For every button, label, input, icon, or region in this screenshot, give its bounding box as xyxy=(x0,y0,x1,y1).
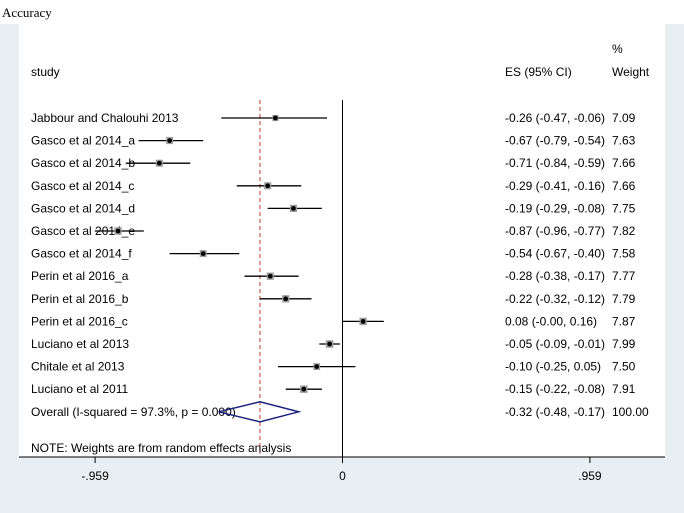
weight-value: 7.66 xyxy=(612,179,636,193)
study-row: Chitale et al 2013 -0.10 (-0.25, 0.05) 7.5… xyxy=(31,360,636,374)
x-tick-label: .959 xyxy=(578,469,602,483)
weight-value: 7.77 xyxy=(612,269,636,283)
study-label: Gasco et al 2014_a xyxy=(31,134,135,148)
es-ci-value: -0.22 (-0.32, -0.12) xyxy=(505,292,605,306)
es-ci-value: -0.26 (-0.47, -0.06) xyxy=(505,111,605,125)
weight-value: 7.99 xyxy=(612,337,636,351)
point-estimate xyxy=(200,251,206,256)
study-label: Perin et al 2016_b xyxy=(31,292,129,306)
header-study: study xyxy=(31,65,60,79)
study-row: Gasco et al 2014_e -0.87 (-0.96, -0.77) 7.… xyxy=(31,224,636,238)
point-estimate xyxy=(360,319,366,324)
point-estimate xyxy=(273,115,278,121)
es-ci-value: 0.08 (-0.00, 0.16) xyxy=(505,314,597,328)
study-row: Gasco et al 2014_d -0.19 (-0.29, -0.08) 7.… xyxy=(31,201,636,215)
study-row: Gasco et al 2014_a -0.67 (-0.79, -0.54) 7.… xyxy=(31,134,636,148)
study-label: Gasco et al 2014_c xyxy=(31,179,134,193)
study-row: Perin et al 2016_a -0.28 (-0.38, -0.17) 7.… xyxy=(31,269,636,283)
study-label: Gasco et al 2014_f xyxy=(31,247,132,261)
es-ci-value: -0.15 (-0.22, -0.08) xyxy=(505,382,605,396)
es-ci-value: -0.71 (-0.84, -0.59) xyxy=(505,156,605,170)
overall-label: Overall (I-squared = 97.3%, p = 0.000) xyxy=(31,405,236,419)
study-label: Luciano et al 2013 xyxy=(31,337,129,351)
es-ci-value: -0.29 (-0.41, -0.16) xyxy=(505,179,605,193)
study-label: Gasco et al 2014_b xyxy=(31,156,135,170)
header-es-ci: ES (95% CI) xyxy=(505,65,572,79)
study-row: Luciano et al 2011 -0.15 (-0.22, -0.08) 7.… xyxy=(31,382,636,396)
study-label: Jabbour and Chalouhi 2013 xyxy=(31,111,179,125)
weight-value: 7.66 xyxy=(612,156,636,170)
weight-value: 7.82 xyxy=(612,224,636,238)
point-estimate xyxy=(314,364,320,369)
study-row: Gasco et al 2014_f -0.54 (-0.67, -0.40) 7.… xyxy=(31,247,636,261)
es-ci-value: -0.19 (-0.29, -0.08) xyxy=(505,201,605,215)
study-label: Gasco et al 2014_d xyxy=(31,201,135,215)
weight-value: 7.91 xyxy=(612,382,636,396)
weight-value: 7.09 xyxy=(612,111,636,125)
study-row: Gasco et al 2014_c -0.29 (-0.41, -0.16) 7.… xyxy=(31,179,636,193)
study-row: Perin et al 2016_c 0.08 (-0.00, 0.16) 7.87 xyxy=(31,314,636,328)
overall-row: Overall (I-squared = 97.3%, p = 0.000) -0… xyxy=(31,401,649,423)
es-ci-value: -0.10 (-0.25, 0.05) xyxy=(505,360,601,374)
overall-diamond xyxy=(218,401,302,423)
x-axis: -.959 0 .959 xyxy=(81,457,602,483)
study-row: Luciano et al 2013 -0.05 (-0.09, -0.01) 7.… xyxy=(31,337,636,351)
es-ci-value: -0.28 (-0.38, -0.17) xyxy=(505,269,605,283)
weight-value: 7.58 xyxy=(612,247,636,261)
overall-weight-value: 100.00 xyxy=(612,405,649,419)
x-tick-label: -.959 xyxy=(81,469,109,483)
es-ci-value: -0.05 (-0.09, -0.01) xyxy=(505,337,605,351)
study-label: Gasco et al 2014_e xyxy=(31,224,135,238)
point-estimate xyxy=(115,228,121,234)
es-ci-value: -0.87 (-0.96, -0.77) xyxy=(505,224,605,238)
point-estimate xyxy=(301,386,307,392)
study-label: Perin et al 2016_a xyxy=(31,269,129,283)
overall-es-ci-value: -0.32 (-0.48, -0.17) xyxy=(505,405,605,419)
weight-value: 7.63 xyxy=(612,134,636,148)
point-estimate xyxy=(156,160,162,166)
point-estimate xyxy=(267,273,273,279)
figure-caption: Accuracy xyxy=(2,5,52,20)
study-row: Perin et al 2016_b -0.22 (-0.32, -0.12) 7.… xyxy=(31,292,636,306)
study-row: Jabbour and Chalouhi 2013 -0.26 (-0.47, -… xyxy=(31,111,636,125)
weight-value: 7.79 xyxy=(612,292,636,306)
es-ci-value: -0.54 (-0.67, -0.40) xyxy=(505,247,605,261)
point-estimate xyxy=(327,341,332,347)
study-label: Chitale et al 2013 xyxy=(31,360,125,374)
study-label: Luciano et al 2011 xyxy=(31,382,129,396)
weight-value: 7.50 xyxy=(612,360,636,374)
point-estimate xyxy=(291,206,296,211)
header-weight-pct: % xyxy=(612,42,623,56)
point-estimate xyxy=(265,183,271,189)
study-label: Perin et al 2016_c xyxy=(31,314,128,328)
header-weight: Weight xyxy=(612,65,650,79)
weight-value: 7.87 xyxy=(612,314,636,328)
study-rows: Jabbour and Chalouhi 2013 -0.26 (-0.47, -… xyxy=(31,111,649,423)
study-row: Gasco et al 2014_b -0.71 (-0.84, -0.59) 7.… xyxy=(31,156,636,170)
point-estimate xyxy=(283,296,289,302)
x-tick-label: 0 xyxy=(339,469,346,483)
es-ci-value: -0.67 (-0.79, -0.54) xyxy=(505,134,605,148)
point-estimate xyxy=(167,138,173,144)
note-text: NOTE: Weights are from random effects an… xyxy=(31,441,291,455)
weight-value: 7.75 xyxy=(612,201,636,215)
